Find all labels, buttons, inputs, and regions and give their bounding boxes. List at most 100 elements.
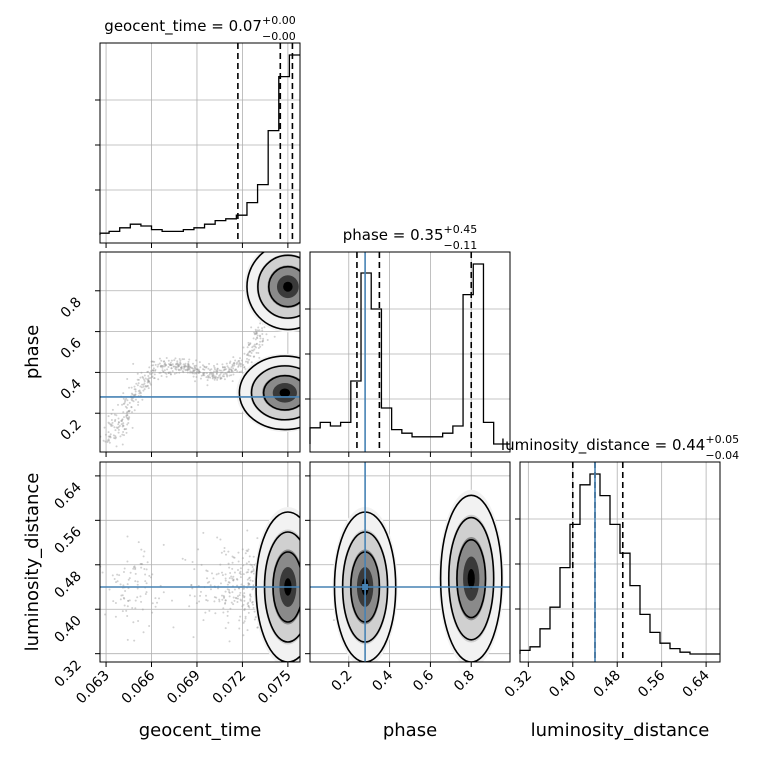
sample-point	[120, 423, 123, 426]
sample-point	[301, 594, 303, 596]
sample-point	[307, 394, 309, 396]
sample-point	[261, 340, 264, 343]
sample-point	[184, 365, 187, 368]
sample-point	[152, 369, 155, 372]
sample-point	[227, 621, 230, 624]
sample-point	[239, 567, 242, 570]
sample-point	[236, 584, 239, 587]
sample-point	[307, 396, 309, 398]
sample-point	[227, 562, 230, 565]
y-tick-label-phase: 0.6	[58, 335, 85, 362]
sample-point	[179, 366, 182, 369]
panel-title-phase: phase = 0.35+0.45	[343, 223, 478, 244]
sample-point	[231, 591, 234, 594]
sample-point	[124, 590, 127, 593]
sample-point	[128, 416, 131, 419]
sample-point	[301, 636, 303, 638]
sample-point	[178, 371, 181, 374]
sample-point	[173, 365, 176, 368]
sample-point	[242, 603, 245, 606]
sample-point	[147, 377, 150, 380]
sample-point	[148, 574, 151, 577]
sample-point	[140, 600, 143, 603]
sample-point	[253, 355, 256, 358]
sample-point	[300, 598, 302, 600]
sample-point	[234, 368, 237, 371]
sample-point	[147, 387, 150, 390]
sample-point	[228, 577, 231, 580]
sample-point	[244, 552, 247, 555]
sample-point	[246, 578, 249, 581]
sample-point	[226, 375, 229, 378]
sample-point	[255, 342, 258, 345]
sample-point	[117, 421, 120, 424]
sample-point	[216, 363, 219, 366]
sample-point	[162, 591, 165, 594]
x-tick-label-phase: 0.2	[329, 668, 356, 695]
sample-point	[273, 335, 276, 338]
sample-point	[221, 363, 224, 366]
sample-point	[187, 364, 190, 367]
sample-point	[209, 376, 212, 379]
sample-point	[175, 368, 178, 371]
sample-point	[248, 351, 251, 354]
sample-point	[183, 366, 186, 369]
sample-point	[301, 560, 303, 562]
sample-point	[232, 578, 235, 581]
sample-point	[253, 333, 256, 336]
x-tick-label-luminosity_distance: 0.56	[635, 667, 668, 700]
sample-point	[147, 379, 150, 382]
sample-point	[242, 346, 245, 349]
sample-point	[109, 436, 112, 439]
sample-point	[302, 584, 304, 586]
sample-point	[327, 283, 329, 285]
sample-point	[302, 579, 304, 581]
sample-point	[217, 587, 220, 590]
sample-point	[238, 619, 241, 622]
sample-point	[255, 332, 258, 335]
sample-point	[212, 374, 215, 377]
sample-point	[231, 555, 234, 558]
sample-point	[142, 383, 145, 386]
sample-point	[142, 377, 145, 380]
y-tick-label-luminosity_distance: 0.32	[51, 657, 84, 690]
sample-point	[226, 365, 229, 368]
sample-point	[225, 372, 228, 375]
sample-point	[137, 403, 140, 406]
sample-point	[251, 603, 254, 606]
sample-point	[162, 360, 165, 363]
sample-point	[206, 577, 209, 580]
sample-point	[195, 371, 198, 374]
sample-point	[137, 620, 140, 623]
sample-point	[176, 363, 179, 366]
sample-point	[154, 605, 157, 608]
sample-point	[207, 375, 210, 378]
sample-point	[224, 577, 227, 580]
sample-point	[151, 611, 154, 614]
sample-point	[156, 365, 159, 368]
sample-point	[307, 590, 309, 592]
sample-point	[235, 578, 238, 581]
sample-point	[113, 578, 116, 581]
sample-point	[250, 349, 253, 352]
sample-point	[195, 368, 198, 371]
sample-point	[172, 365, 175, 368]
sample-point	[144, 593, 147, 596]
sample-point	[110, 423, 113, 426]
sample-point	[131, 411, 134, 414]
sample-point	[192, 362, 195, 365]
x-tick-label-luminosity_distance: 0.32	[502, 668, 535, 701]
sample-point	[223, 375, 226, 378]
sample-point	[217, 376, 220, 379]
sample-point	[302, 287, 304, 289]
sample-point	[150, 364, 153, 367]
sample-point	[301, 289, 303, 291]
sample-point	[186, 365, 189, 368]
sample-point	[177, 365, 180, 368]
sample-point	[247, 354, 250, 357]
sample-point	[302, 397, 304, 399]
sample-point	[169, 361, 172, 364]
sample-point	[109, 423, 112, 426]
sample-point	[133, 385, 136, 388]
sample-point	[178, 369, 181, 372]
